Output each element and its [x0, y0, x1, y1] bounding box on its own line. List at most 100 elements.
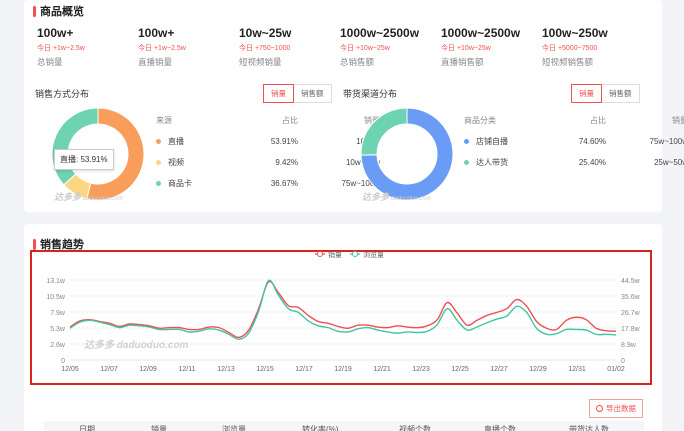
y-right-tick-label: 0	[621, 358, 625, 365]
series-line-销量	[69, 280, 617, 339]
chart-watermark: 达多多 daduoduo.com	[84, 339, 189, 351]
x-tick-label: 12/13	[217, 366, 235, 373]
row-value: 25w~50w	[653, 158, 684, 167]
row-name: 达人带货	[476, 158, 508, 167]
row-value: 75w~100w	[341, 179, 380, 188]
legend-dot-icon	[156, 181, 161, 186]
legend-dot-icon	[464, 160, 469, 165]
title-marker	[33, 5, 36, 17]
kpi-item: 1000w~2500w 今日 +10w~25w 总销售额	[340, 26, 440, 68]
export-icon	[596, 405, 603, 412]
legend-label: 浏览量	[363, 250, 384, 259]
kpi-value: 100w+	[138, 26, 175, 40]
col-header: 来源	[156, 116, 172, 125]
kpi-label: 总销量	[37, 57, 63, 67]
overview-title: 商品概览	[33, 3, 84, 19]
kpi-item: 100w+ 今日 +1w~2.5w 直播销量	[138, 26, 238, 68]
kpi-label: 短视频销售额	[542, 57, 594, 67]
x-tick-label: 12/29	[529, 366, 547, 373]
highlight-frame	[30, 250, 652, 385]
row-pct: 25.40%	[578, 158, 606, 167]
col-header: 占比	[590, 116, 606, 125]
kpi-delta: 今日 +1w~2.5w	[138, 45, 186, 52]
kpi-label: 直播销量	[138, 57, 173, 67]
col-header: 商品分类	[464, 116, 496, 125]
trend-title: 销售趋势	[33, 236, 84, 252]
sales-method-toggle: 销量 销售额	[263, 84, 332, 103]
y-right-tick-label: 26.7w	[621, 310, 641, 317]
kpi-label: 总销售额	[340, 57, 375, 67]
table-head-row: 商品分类 占比 销量	[464, 110, 684, 131]
trend-table-header: 日期 销量 浏览量 转化率(%) 视频个数 直播个数 带货达人数	[44, 421, 644, 431]
kpi-label: 直播销售额	[441, 57, 484, 67]
table-col-header: 浏览量	[222, 425, 246, 431]
kpi-value: 100w~250w	[542, 26, 608, 40]
series-line-浏览量	[69, 279, 617, 340]
channel-donut[interactable]	[359, 106, 455, 202]
row-name: 商品卡	[168, 179, 192, 188]
table-row: 商品卡 36.67% 75w~100w	[156, 173, 380, 194]
kpi-item: 10w~25w 今日 +750~1000 短视频销量	[239, 26, 339, 68]
table-col-header: 带货达人数	[569, 425, 609, 431]
kpi-item: 100w~250w 今日 +5000~7500 短视频销售额	[542, 26, 642, 68]
col-header: 销量	[364, 116, 380, 125]
kpi-item: 100w+ 今日 +1w~2.5w 总销量	[37, 26, 137, 68]
x-tick-label: 12/19	[334, 366, 352, 373]
kpi-delta: 今日 +750~1000	[239, 45, 291, 52]
table-row: 店铺自播 74.60% 75w~100w	[464, 131, 684, 152]
row-name: 店铺自播	[476, 137, 508, 146]
table-row: 直播 53.91% 100w+	[156, 131, 380, 152]
kpi-value: 100w+	[37, 26, 74, 40]
donut-slice[interactable]	[360, 107, 454, 201]
row-pct: 36.67%	[270, 179, 298, 188]
kpi-value: 1000w~2500w	[340, 26, 420, 40]
sales-trend-chart[interactable]: 0 0 2.6w 8.9w 5.3w 17.8w 7.9w 26.7w 10.5w 35.6w 13…	[32, 247, 650, 377]
legend-dot-icon	[156, 160, 161, 165]
x-tick-label: 12/11	[179, 366, 196, 373]
legend-dot-icon	[464, 139, 469, 144]
legend-label: 销量	[328, 250, 342, 259]
row-pct: 74.60%	[578, 137, 606, 146]
row-name: 视频	[168, 158, 184, 167]
toggle-channel-volume[interactable]: 销量	[571, 84, 602, 103]
col-header: 占比	[282, 116, 298, 125]
row-name: 直播	[168, 137, 184, 146]
y-right-tick-label: 8.9w	[621, 342, 637, 349]
sales-method-title: 销售方式分布	[35, 89, 90, 99]
y-left-tick-label: 7.9w	[50, 310, 66, 317]
y-left-tick-label: 10.5w	[46, 294, 66, 301]
y-left-tick-label: 0	[61, 358, 65, 365]
row-pct: 9.42%	[275, 158, 298, 167]
kpi-delta: 今日 +5000~7500	[542, 45, 598, 52]
x-tick-label: 01/02	[607, 366, 625, 373]
table-col-header: 日期	[79, 425, 95, 431]
donut-slice[interactable]	[86, 107, 145, 201]
table-col-header: 直播个数	[484, 425, 516, 431]
channel-table: 商品分类 占比 销量店铺自播 74.60% 75w~100w达人带货 25.40…	[464, 110, 684, 173]
y-left-tick-label: 13.1w	[46, 278, 66, 285]
table-head-row: 来源 占比 销量	[156, 110, 380, 131]
row-pct: 53.91%	[270, 137, 298, 146]
y-left-tick-label: 2.6w	[50, 342, 66, 349]
donut-slice[interactable]	[360, 107, 408, 156]
toggle-sales-amount[interactable]: 销售额	[294, 84, 332, 103]
kpi-item: 1000w~2500w 今日 +10w~25w 直播销售额	[441, 26, 541, 68]
toggle-sales-volume[interactable]: 销量	[263, 84, 294, 103]
kpi-delta: 今日 +1w~2.5w	[37, 45, 85, 52]
table-col-header: 视频个数	[399, 425, 431, 431]
channel-toggle: 销量 销售额	[571, 84, 640, 103]
col-header: 销量	[672, 116, 684, 125]
y-left-tick-label: 5.3w	[50, 326, 66, 333]
x-tick-label: 12/17	[295, 366, 313, 373]
table-row: 视频 9.42% 10w~25w	[156, 152, 380, 173]
x-tick-label: 12/15	[256, 366, 274, 373]
kpi-value: 1000w~2500w	[441, 26, 521, 40]
export-data-button[interactable]: 导出数据	[589, 399, 643, 418]
y-right-tick-label: 17.8w	[621, 326, 641, 333]
x-tick-label: 12/23	[412, 366, 430, 373]
kpi-delta: 今日 +10w~25w	[340, 45, 390, 52]
toggle-channel-amount[interactable]: 销售额	[602, 84, 640, 103]
legend-marker-icon	[352, 251, 358, 257]
table-col-header: 转化率(%)	[302, 425, 339, 431]
donut-slice[interactable]	[51, 107, 99, 186]
